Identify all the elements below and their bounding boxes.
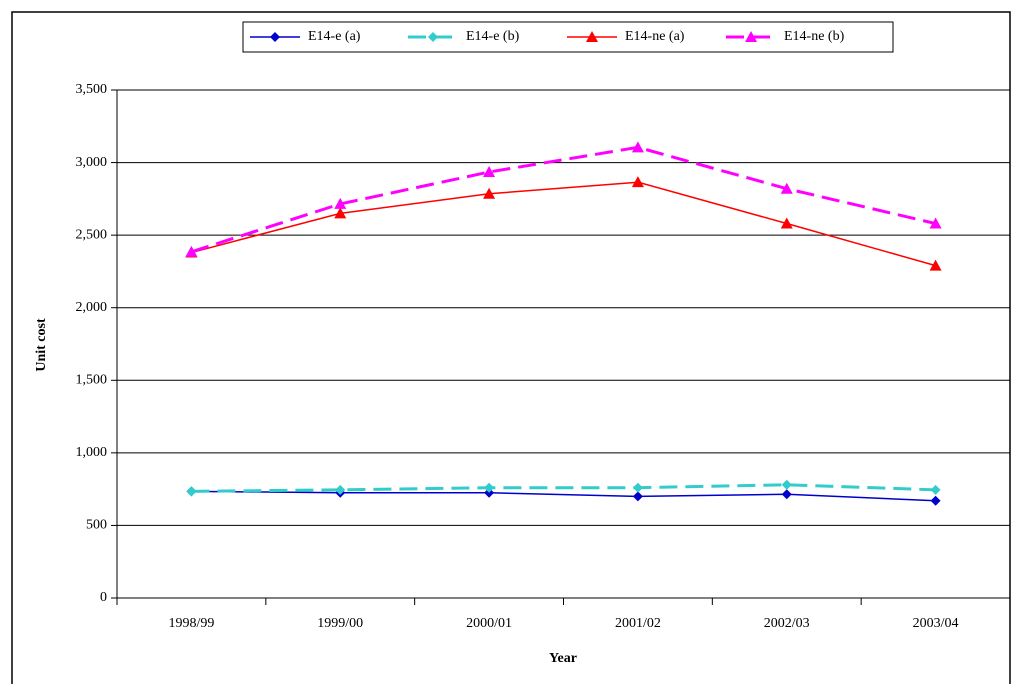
marker xyxy=(186,486,197,497)
marker xyxy=(334,207,347,219)
marker xyxy=(483,187,496,199)
legend-label: E14-e (b) xyxy=(466,29,520,44)
y-tick-label: 500 xyxy=(86,518,107,533)
y-tick-label: 3,500 xyxy=(76,82,108,97)
marker xyxy=(781,489,792,500)
x-axis-title: Year xyxy=(549,651,577,666)
marker xyxy=(929,217,942,229)
marker xyxy=(780,217,793,229)
series-line xyxy=(191,181,936,267)
marker xyxy=(632,482,643,493)
y-tick-label: 2,500 xyxy=(76,227,108,242)
legend-marker xyxy=(745,31,757,42)
marker xyxy=(484,487,495,498)
legend-marker xyxy=(270,32,280,42)
y-tick-label: 3,000 xyxy=(76,155,108,170)
series-line xyxy=(190,145,936,254)
legend-label: E14-ne (b) xyxy=(784,29,845,44)
marker xyxy=(632,491,643,502)
x-tick-label: 2003/04 xyxy=(913,616,959,631)
y-tick-label: 2,000 xyxy=(76,300,108,315)
marker xyxy=(631,176,644,188)
y-tick-label: 1,000 xyxy=(76,445,108,460)
marker xyxy=(335,484,346,495)
marker xyxy=(185,245,198,257)
y-tick-label: 0 xyxy=(100,590,107,605)
marker xyxy=(484,482,495,493)
marker xyxy=(631,141,644,153)
x-tick-label: 2002/03 xyxy=(764,616,810,631)
x-tick-label: 2001/02 xyxy=(615,616,661,631)
marker xyxy=(334,197,347,209)
marker xyxy=(930,484,941,495)
series-line xyxy=(191,490,936,502)
legend-marker xyxy=(428,32,438,42)
series-line xyxy=(191,483,936,493)
legend-label: E14-e (a) xyxy=(308,29,361,44)
x-tick-label: 2000/01 xyxy=(466,616,512,631)
x-tick-label: 1999/00 xyxy=(317,616,363,631)
marker xyxy=(930,495,941,506)
y-axis-title: Unit cost xyxy=(34,318,49,372)
marker xyxy=(780,182,793,194)
marker xyxy=(929,259,942,271)
chart-frame xyxy=(11,11,1011,684)
marker xyxy=(483,166,496,178)
marker xyxy=(781,479,792,490)
legend-marker xyxy=(586,31,598,42)
y-tick-label: 1,500 xyxy=(76,373,108,388)
x-tick-label: 1998/99 xyxy=(168,616,214,631)
legend-label: E14-ne (a) xyxy=(625,29,685,44)
